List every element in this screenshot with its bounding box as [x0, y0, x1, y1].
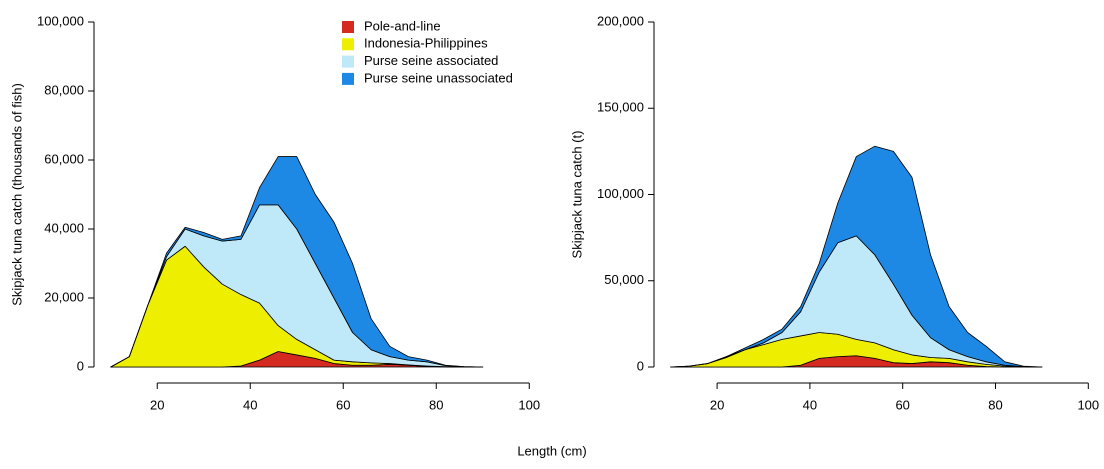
legend-label: Pole-and-line	[364, 18, 441, 33]
x-tick-label: 80	[429, 397, 443, 412]
x-tick-label: 40	[803, 397, 817, 412]
y-tick-label: 40,000	[44, 220, 84, 235]
x-tick-label: 80	[988, 397, 1002, 412]
x-tick-label: 60	[336, 397, 350, 412]
y-axis-label: Skipjack tuna catch (thousands of fish)	[9, 83, 24, 306]
legend-swatch	[342, 21, 354, 33]
x-tick-label: 100	[1077, 397, 1099, 412]
legend-label: Purse seine associated	[364, 53, 498, 68]
x-tick-label: 60	[895, 397, 909, 412]
legend-swatch	[342, 38, 354, 51]
y-tick-label: 0	[77, 358, 84, 373]
y-tick-label: 200,000	[597, 13, 644, 28]
x-tick-label: 100	[518, 397, 540, 412]
legend-swatch	[342, 55, 354, 68]
x-tick-label: 20	[710, 397, 724, 412]
area	[110, 156, 484, 368]
y-tick-label: 20,000	[44, 289, 84, 304]
legend-label: Indonesia-Philippines	[364, 36, 488, 51]
y-tick-label: 0	[637, 358, 644, 373]
x-axis-label: Length (cm)	[517, 443, 586, 458]
y-tick-label: 50,000	[604, 272, 644, 287]
y-tick-label: 60,000	[44, 151, 84, 166]
x-tick-label: 20	[150, 397, 164, 412]
y-tick-label: 100,000	[37, 13, 84, 28]
legend-label: Purse seine unassociated	[364, 70, 513, 85]
y-tick-label: 80,000	[44, 82, 84, 97]
area	[670, 145, 1043, 368]
legend-swatch	[342, 72, 354, 85]
y-tick-label: 100,000	[597, 186, 644, 201]
x-tick-label: 40	[243, 397, 257, 412]
y-axis-label: Skipjack tuna catch (t)	[569, 131, 584, 259]
y-tick-label: 150,000	[597, 100, 644, 115]
